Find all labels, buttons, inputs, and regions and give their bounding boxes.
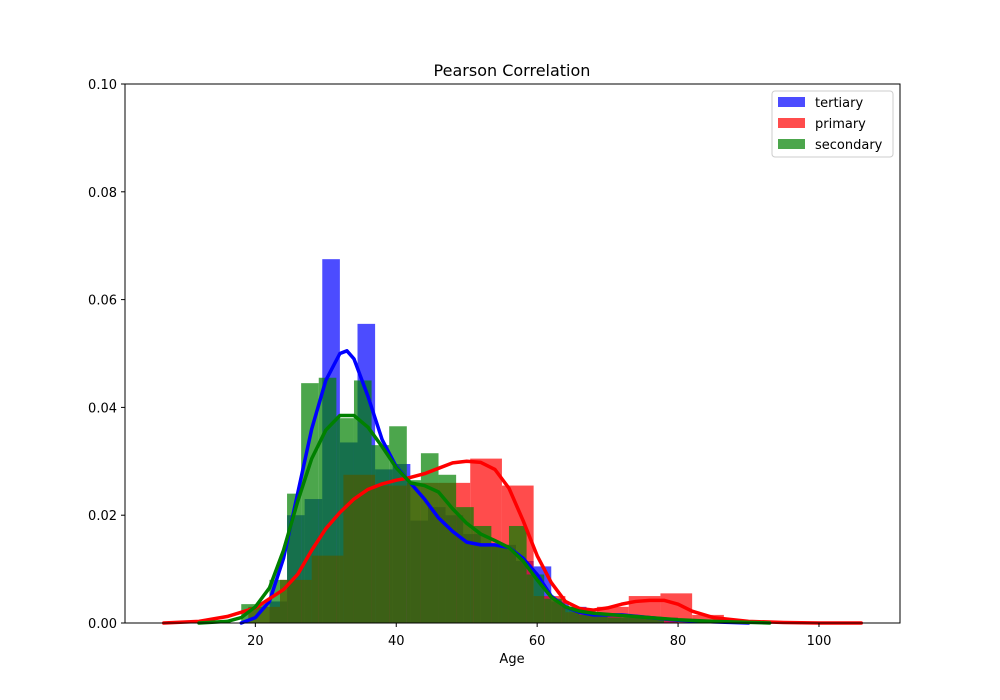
bar-secondary-19 — [579, 614, 608, 623]
chart-title: Pearson Correlation — [434, 61, 591, 80]
legend-swatch-secondary — [778, 139, 805, 149]
x-tick-label: 40 — [388, 634, 405, 649]
y-tick-label: 0.08 — [88, 186, 117, 201]
bar-secondary-6 — [353, 380, 372, 623]
y-tick-label: 0.10 — [88, 78, 117, 93]
bar-secondary-11 — [438, 474, 457, 623]
bar-secondary-10 — [420, 453, 439, 623]
bar-secondary-15 — [508, 525, 527, 623]
x-tick-label: 80 — [670, 634, 687, 649]
bar-secondary-17 — [544, 598, 562, 623]
legend-label-tertiary: tertiary — [815, 96, 863, 111]
axis-ticks: 20 40 60 80 100 0.00 0.02 0.04 0.06 0.08 0.10 — [88, 78, 831, 649]
y-tick-label: 0.00 — [88, 617, 117, 632]
kde-line-secondary — [197, 413, 772, 625]
bar-secondary-13 — [473, 525, 492, 623]
plot-frame — [124, 83, 901, 624]
legend: tertiary primary secondary — [771, 90, 894, 158]
bar-secondary-16 — [526, 574, 545, 623]
bar-secondary-5 — [336, 418, 354, 623]
legend-label-primary: primary — [815, 117, 866, 132]
x-tick-label: 60 — [529, 634, 546, 649]
y-tick-label: 0.04 — [88, 401, 117, 416]
legend-label-secondary: secondary — [815, 138, 883, 153]
bar-primary-14 — [692, 614, 724, 623]
y-tick-label: 0.06 — [88, 294, 117, 309]
x-tick-label: 100 — [807, 634, 832, 649]
x-tick-label: 20 — [247, 634, 264, 649]
legend-swatch-tertiary — [778, 97, 805, 107]
kde-line-primary — [162, 459, 863, 625]
bar-secondary-4 — [318, 377, 337, 623]
bar-secondary-14 — [491, 544, 509, 623]
x-axis-label: Age — [499, 652, 524, 667]
bar-secondary-7 — [371, 445, 390, 623]
bar-secondary-20 — [607, 617, 664, 623]
legend-swatch-primary — [778, 118, 805, 128]
y-tick-label: 0.02 — [88, 509, 117, 524]
kde-curves — [162, 349, 863, 625]
bar-secondary-9 — [406, 480, 421, 623]
